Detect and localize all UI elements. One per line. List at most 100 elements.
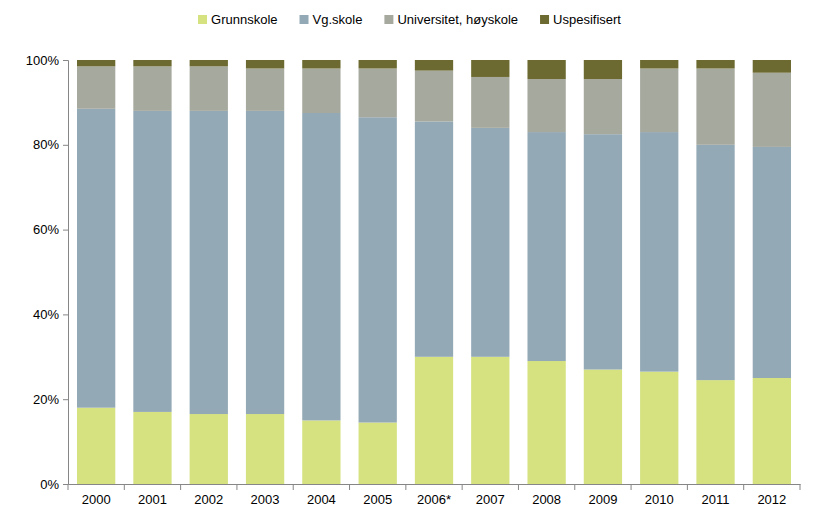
axis-line (63, 61, 69, 485)
bar (190, 414, 228, 484)
category-separator (405, 484, 406, 490)
category-separator (574, 484, 575, 490)
bar (359, 117, 397, 422)
bars (77, 60, 791, 484)
legend-label: Grunnskole (211, 12, 277, 27)
bar (527, 132, 565, 361)
bar (359, 68, 397, 117)
bar (77, 66, 115, 108)
bar (696, 145, 734, 380)
bar (471, 128, 509, 357)
category-separator (687, 484, 688, 490)
tick-mark (63, 484, 68, 485)
bar (527, 79, 565, 132)
tick-label: 2006* (417, 492, 451, 507)
tick-label: 2011 (702, 492, 730, 507)
x-tick: 2006* (417, 492, 451, 507)
tick-label: 2002 (194, 492, 223, 507)
legend-swatch (384, 15, 393, 24)
bar (302, 68, 340, 113)
x-tick: 2004 (307, 492, 336, 507)
tick-label: 2008 (532, 492, 561, 507)
legend-label: Universitet, høyskole (397, 12, 518, 27)
bar (696, 68, 734, 144)
bar (133, 111, 171, 412)
tick-label: 20% (33, 392, 59, 407)
bar (133, 66, 171, 111)
legend-item: Grunnskole (198, 12, 277, 27)
bar (696, 60, 734, 68)
bar (77, 60, 115, 66)
category-separator (462, 484, 463, 490)
tick-label: 2001 (138, 492, 167, 507)
y-tick: 100% (26, 53, 68, 68)
bar (471, 357, 509, 484)
x-tick: 2007 (476, 492, 505, 507)
x-tick: 2005 (363, 492, 392, 507)
y-tick: 20% (33, 392, 68, 407)
tick-mark (63, 314, 68, 315)
tick-mark (63, 230, 68, 231)
series (77, 66, 791, 147)
legend-label: Vg.skole (313, 12, 363, 27)
tick-mark (63, 399, 68, 400)
tick-label: 2003 (251, 492, 280, 507)
y-axis: 0% 20% 40% 60% 80% 100% (26, 53, 69, 492)
bar (640, 132, 678, 372)
bar (527, 361, 565, 484)
legend-swatch (198, 15, 207, 24)
bar (133, 60, 171, 66)
tick-label: 60% (33, 222, 59, 237)
category-separator (124, 484, 125, 490)
x-tick: 2012 (757, 492, 786, 507)
bar (246, 68, 284, 110)
legend-swatch (300, 15, 309, 24)
bar (415, 71, 453, 122)
tick-label: 40% (33, 307, 59, 322)
y-tick: 60% (33, 222, 68, 237)
bar (302, 113, 340, 420)
x-axis: 2000 2001 2002 2003 2004 2005 2006* 2007 2008 200… (68, 484, 801, 507)
bar (415, 60, 453, 71)
tick-label: 2007 (476, 492, 505, 507)
legend-item: Uspesifisert (540, 12, 621, 27)
tick-label: 2009 (588, 492, 617, 507)
legend: Grunnskole Vg.skole Universitet, høyskole U… (198, 12, 621, 27)
bar (753, 147, 791, 378)
category-separator (68, 484, 69, 490)
bar (359, 60, 397, 68)
category-separator (180, 484, 181, 490)
category-separator (236, 484, 237, 490)
tick-label: 2004 (307, 492, 336, 507)
tick-label: 80% (33, 137, 59, 152)
bar (190, 111, 228, 414)
legend-label: Uspesifisert (553, 12, 621, 27)
bar (246, 111, 284, 414)
bar (527, 60, 565, 79)
bar (77, 408, 115, 484)
x-tick: 2008 (532, 492, 561, 507)
y-tick: 40% (33, 307, 68, 322)
bar (246, 60, 284, 68)
tick-mark (63, 60, 68, 61)
tick-label: 2000 (82, 492, 111, 507)
y-tick: 0% (40, 477, 68, 492)
x-tick: 2001 (138, 492, 167, 507)
category-separator (743, 484, 744, 490)
x-tick: 2000 (82, 492, 111, 507)
bar (640, 68, 678, 132)
x-tick: 2002 (194, 492, 223, 507)
x-tick: 2009 (588, 492, 617, 507)
category-separator (518, 484, 519, 490)
axis-line (69, 484, 801, 485)
tick-mark (63, 145, 68, 146)
category-separator (293, 484, 294, 490)
bar (133, 412, 171, 484)
bar (753, 378, 791, 484)
bar (696, 380, 734, 484)
tick-label: 2010 (645, 492, 674, 507)
bar (753, 73, 791, 147)
bar (471, 77, 509, 128)
chart: 0%20%40%60%80%100%2000200120022003200420… (0, 0, 819, 527)
legend-swatch (540, 15, 549, 24)
